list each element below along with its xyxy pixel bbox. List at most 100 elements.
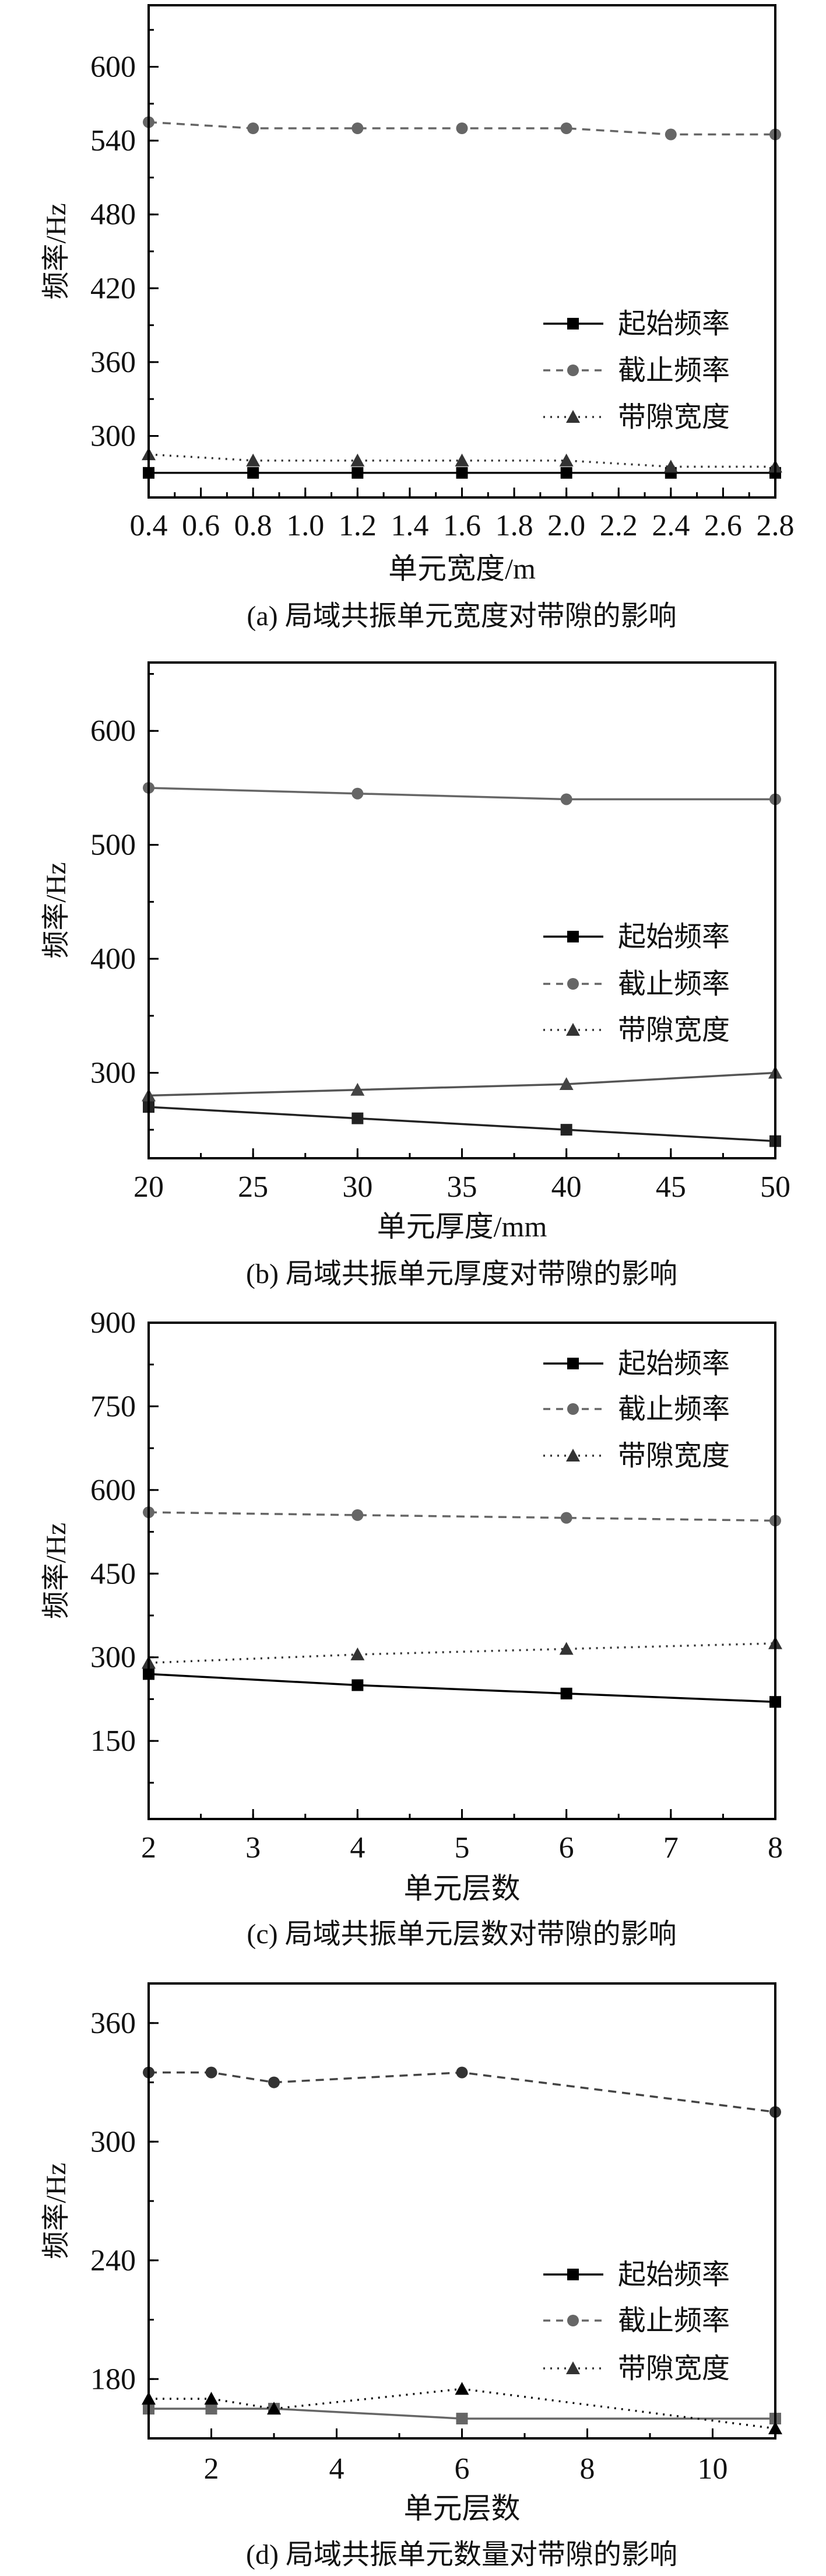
x-tick-label: 5 bbox=[455, 1831, 470, 1864]
x-tick-label: 0.6 bbox=[182, 509, 220, 542]
data-point bbox=[456, 122, 468, 134]
data-point bbox=[352, 1112, 364, 1124]
y-tick-label: 600 bbox=[90, 1474, 136, 1507]
legend-label: 截止频率 bbox=[618, 1394, 730, 1425]
x-tick-label: 2 bbox=[141, 1831, 156, 1864]
legend-label: 带隙宽度 bbox=[618, 2353, 730, 2384]
plot-frame bbox=[147, 1322, 776, 1820]
y-tick-label: 450 bbox=[90, 1557, 136, 1590]
y-tick-label: 480 bbox=[90, 198, 136, 232]
y-axis-label: 频率/Hz bbox=[41, 2163, 72, 2259]
data-point bbox=[352, 467, 364, 479]
legend-label: 截止频率 bbox=[618, 2305, 730, 2336]
figure-caption: (d) 局域共振单元数量对带隙的影响 bbox=[246, 2539, 677, 2570]
figure-caption: (c) 局域共振单元层数对带隙的影响 bbox=[247, 1919, 676, 1950]
y-tick-label: 600 bbox=[90, 51, 136, 84]
series-start-frequency bbox=[143, 1101, 781, 1147]
legend-marker bbox=[567, 2269, 579, 2280]
data-point bbox=[350, 1082, 365, 1096]
series-line bbox=[148, 1673, 776, 1703]
series-line bbox=[148, 787, 775, 801]
x-tick-label: 35 bbox=[447, 1170, 477, 1204]
legend-marker bbox=[567, 1358, 579, 1369]
series-bandgap-width bbox=[142, 1066, 782, 1102]
series-start-frequency bbox=[143, 1668, 781, 1708]
y-tick-label: 150 bbox=[90, 1725, 136, 1758]
x-tick-label: 1.0 bbox=[286, 509, 324, 542]
series-line bbox=[148, 1511, 776, 1522]
data-point bbox=[205, 2403, 217, 2415]
x-tick-label: 1.6 bbox=[443, 509, 481, 542]
y-tick-label: 360 bbox=[90, 346, 136, 379]
x-tick-label: 4 bbox=[329, 2452, 345, 2486]
x-tick-label: 10 bbox=[698, 2452, 728, 2486]
y-tick-label: 400 bbox=[90, 942, 136, 976]
series-cutoff-frequency bbox=[143, 781, 781, 805]
legend-label: 起始频率 bbox=[618, 1348, 730, 1379]
series-cutoff-frequency bbox=[143, 2066, 781, 2118]
y-tick-label: 360 bbox=[90, 2007, 136, 2040]
plot-frame bbox=[147, 661, 776, 1159]
data-point bbox=[665, 128, 677, 141]
data-point bbox=[267, 2402, 281, 2415]
legend-marker bbox=[567, 978, 579, 990]
legend-label: 带隙宽度 bbox=[618, 1015, 730, 1046]
y-tick-label: 420 bbox=[90, 272, 136, 305]
x-tick-label: 4 bbox=[350, 1831, 365, 1864]
data-point bbox=[560, 122, 572, 134]
series-cutoff-frequency bbox=[143, 116, 781, 141]
x-tick-label: 2 bbox=[204, 2452, 219, 2486]
legend-label: 截止频率 bbox=[618, 969, 730, 1000]
x-axis-label: 单元层数 bbox=[404, 1872, 521, 1905]
legend-marker bbox=[566, 1023, 580, 1036]
x-tick-label: 6 bbox=[559, 1831, 574, 1864]
y-tick-label: 240 bbox=[90, 2244, 136, 2277]
x-tick-label: 40 bbox=[551, 1170, 582, 1204]
legend-marker bbox=[567, 365, 579, 376]
series-cutoff-frequency bbox=[143, 1506, 781, 1527]
legend-marker bbox=[566, 2361, 580, 2374]
plot-frame bbox=[147, 4, 776, 499]
data-point bbox=[352, 1509, 364, 1521]
legend-marker bbox=[567, 2315, 579, 2326]
data-point bbox=[350, 1647, 365, 1660]
chart-b: 20 25 30 35 40 45 50 300 400 500 600 起始频率截止频率带隙宽度单元… bbox=[41, 661, 790, 1289]
x-tick-label: 45 bbox=[656, 1170, 686, 1204]
legend-label: 带隙宽度 bbox=[618, 402, 730, 433]
legend-label: 起始频率 bbox=[618, 921, 730, 952]
legend-label: 截止频率 bbox=[618, 355, 730, 386]
data-point bbox=[559, 453, 574, 467]
series-start-frequency bbox=[143, 2403, 781, 2425]
series-line bbox=[148, 1642, 776, 1664]
data-point bbox=[268, 2076, 280, 2088]
legend-label: 起始频率 bbox=[618, 309, 730, 339]
x-tick-label: 6 bbox=[455, 2452, 470, 2486]
x-axis-label: 单元宽度/m bbox=[388, 552, 536, 585]
y-tick-label: 600 bbox=[90, 714, 136, 748]
data-point bbox=[456, 2066, 468, 2079]
x-tick-label: 2.4 bbox=[652, 509, 690, 542]
series-bandgap-width bbox=[142, 1636, 782, 1669]
x-tick-label: 25 bbox=[238, 1170, 268, 1204]
series-line bbox=[149, 2071, 776, 2114]
y-tick-label: 500 bbox=[90, 829, 136, 862]
legend-marker bbox=[567, 1403, 579, 1415]
data-point bbox=[352, 122, 364, 134]
series-line bbox=[148, 1071, 776, 1097]
legend-label: 带隙宽度 bbox=[618, 1441, 730, 1471]
x-tick-label: 50 bbox=[760, 1170, 790, 1204]
data-point bbox=[455, 453, 469, 467]
data-point bbox=[350, 453, 365, 467]
legend-marker bbox=[566, 410, 580, 423]
x-tick-label: 2.2 bbox=[600, 509, 638, 542]
x-tick-label: 2.0 bbox=[547, 509, 585, 542]
y-tick-label: 180 bbox=[90, 2363, 136, 2396]
data-point bbox=[560, 1687, 572, 1699]
legend-marker bbox=[566, 1449, 580, 1462]
y-tick-label: 300 bbox=[90, 2125, 136, 2158]
y-axis-label: 频率/Hz bbox=[41, 1523, 72, 1619]
data-point bbox=[204, 2392, 219, 2405]
